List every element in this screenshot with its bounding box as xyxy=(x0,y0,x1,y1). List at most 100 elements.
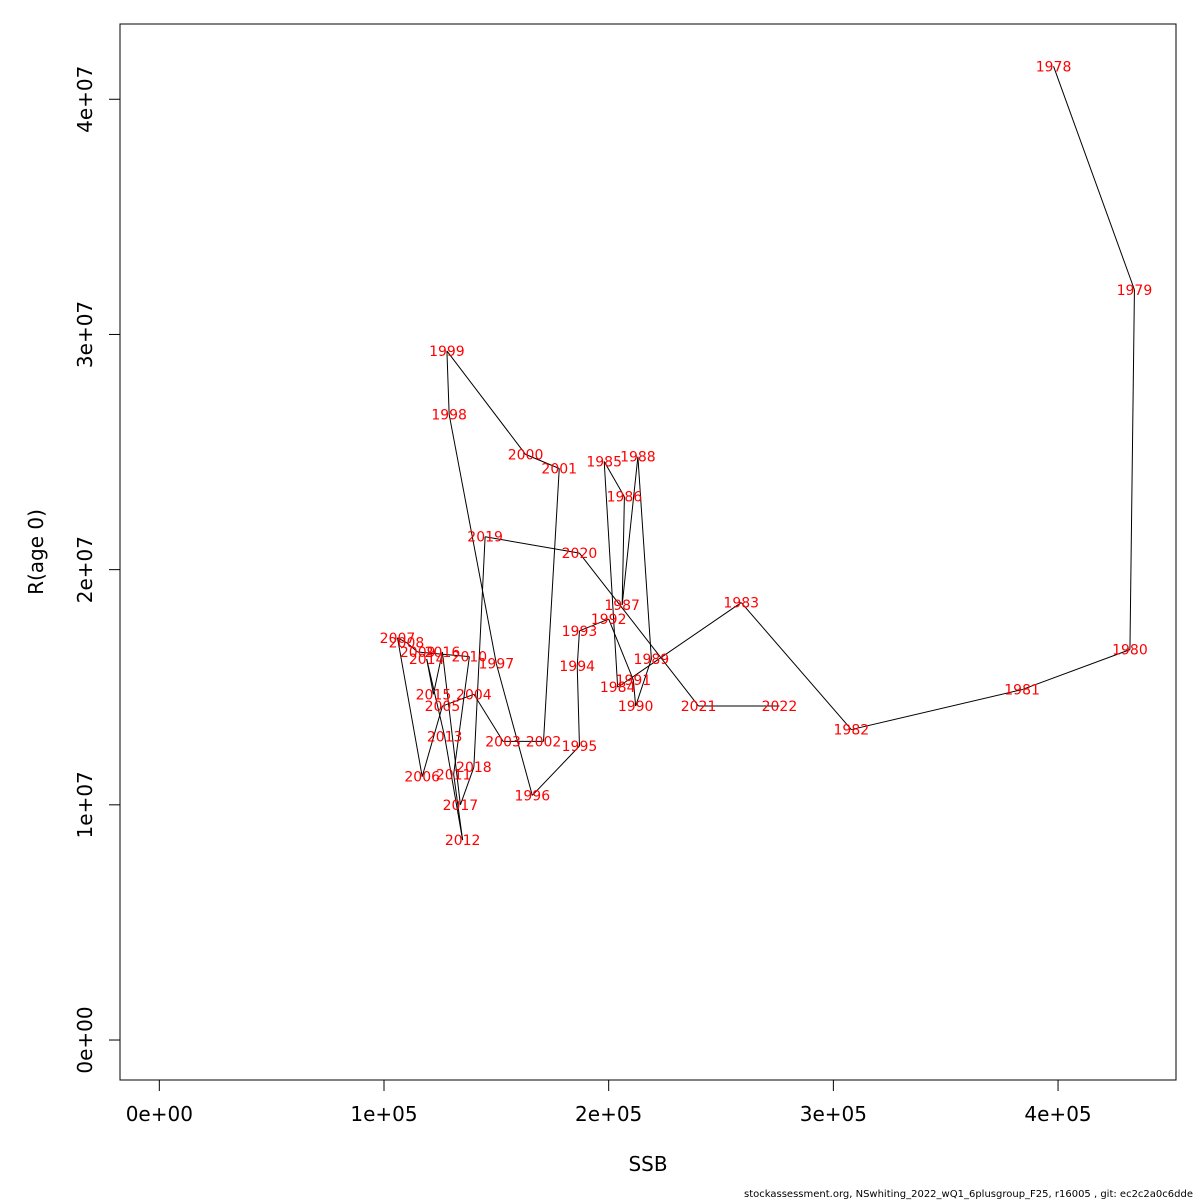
series-segment xyxy=(525,453,560,469)
y-tick-label: 1e+07 xyxy=(73,771,97,838)
series-segment xyxy=(740,602,852,730)
series-segment xyxy=(579,552,699,707)
series-segment xyxy=(531,745,580,796)
point-label-2013: 2013 xyxy=(427,730,463,746)
point-label-2001: 2001 xyxy=(541,462,577,478)
point-label-1996: 1996 xyxy=(514,788,550,804)
point-label-2018: 2018 xyxy=(456,760,492,776)
point-label-1994: 1994 xyxy=(559,659,595,675)
x-tick-label: 2e+05 xyxy=(575,1102,642,1126)
series-segment xyxy=(417,651,470,658)
point-label-2006: 2006 xyxy=(404,770,440,786)
year-labels: 1978 1979 1980 1981 1982 1983 1984 1985 1986 1987… xyxy=(380,59,1153,849)
point-label-2011: 2011 xyxy=(436,767,472,783)
point-label-1989: 1989 xyxy=(634,652,670,668)
point-label-1979: 1979 xyxy=(1117,283,1153,299)
point-label-2009: 2009 xyxy=(400,645,436,661)
series-segment xyxy=(1053,66,1135,290)
series-segment xyxy=(473,694,504,742)
series-segment xyxy=(453,656,470,775)
series-segment xyxy=(444,736,464,841)
series-segment xyxy=(426,658,434,695)
y-axis: 0e+00 1e+07 2e+07 3e+07 4e+07 xyxy=(73,66,121,1074)
series-segment xyxy=(459,767,475,805)
x-tick-label: 3e+05 xyxy=(800,1102,867,1126)
y-axis-label: R(age 0) xyxy=(24,509,48,595)
x-axis: 0e+00 1e+05 2e+05 3e+05 4e+05 xyxy=(126,1079,1092,1126)
point-label-1995: 1995 xyxy=(562,739,598,755)
series-segment xyxy=(406,642,419,653)
point-label-2016: 2016 xyxy=(425,645,461,661)
point-label-1983: 1983 xyxy=(723,596,759,612)
series-segment xyxy=(608,618,634,681)
y-tick-label: 2e+07 xyxy=(73,536,97,603)
series-segment xyxy=(621,496,625,605)
point-label-1981: 1981 xyxy=(1004,683,1040,699)
x-tick-label: 4e+05 xyxy=(1024,1102,1091,1126)
series-segment xyxy=(426,658,446,737)
point-label-1988: 1988 xyxy=(620,450,656,466)
series-segment xyxy=(441,651,461,805)
point-label-1985: 1985 xyxy=(586,454,622,470)
point-label-2014: 2014 xyxy=(409,652,445,668)
point-label-2012: 2012 xyxy=(445,833,481,849)
point-label-1993: 1993 xyxy=(562,624,598,640)
series-segment xyxy=(603,461,625,497)
point-label-1980: 1980 xyxy=(1112,643,1148,659)
series-segment xyxy=(621,456,639,605)
x-tick-label: 0e+00 xyxy=(126,1102,193,1126)
series-path xyxy=(396,66,1135,841)
point-label-2020: 2020 xyxy=(562,546,598,562)
series-segment xyxy=(432,651,443,695)
series-segment xyxy=(421,705,443,777)
series-segment xyxy=(495,663,533,796)
point-label-2007: 2007 xyxy=(380,631,416,647)
point-label-2010: 2010 xyxy=(452,650,488,666)
series-segment xyxy=(603,461,619,688)
series-segment xyxy=(579,618,609,632)
y-tick-label: 0e+00 xyxy=(73,1006,97,1073)
series-segment xyxy=(1021,649,1131,691)
footer-note: stockassessment.org, NSwhiting_2022_wQ1_… xyxy=(744,1189,1193,1200)
point-label-2021: 2021 xyxy=(681,699,717,715)
point-label-2019: 2019 xyxy=(467,530,503,546)
series-segment xyxy=(576,630,580,667)
point-label-1991: 1991 xyxy=(616,673,652,689)
point-label-2005: 2005 xyxy=(425,699,461,715)
series-segment xyxy=(543,468,560,742)
series-segment xyxy=(637,456,652,660)
series-segment xyxy=(396,637,423,777)
point-label-1992: 1992 xyxy=(591,612,627,628)
point-label-1982: 1982 xyxy=(834,723,870,739)
series-segment xyxy=(851,689,1023,731)
x-tick-label: 1e+05 xyxy=(350,1102,417,1126)
point-label-2015: 2015 xyxy=(416,687,452,703)
y-tick-label: 4e+07 xyxy=(73,66,97,133)
point-label-2017: 2017 xyxy=(443,798,479,814)
series-segment xyxy=(617,602,742,688)
series-segment xyxy=(1129,289,1135,650)
y-tick-label: 3e+07 xyxy=(73,301,97,368)
point-label-1999: 1999 xyxy=(429,344,465,360)
point-label-1978: 1978 xyxy=(1036,59,1072,75)
series-segment xyxy=(473,536,486,768)
series-segment xyxy=(397,637,407,643)
point-label-2004: 2004 xyxy=(456,687,492,703)
series-segment xyxy=(446,350,526,455)
point-label-1997: 1997 xyxy=(479,657,515,673)
point-label-1987: 1987 xyxy=(604,598,640,614)
point-label-2022: 2022 xyxy=(762,699,798,715)
x-axis-label: SSB xyxy=(628,1152,667,1176)
point-label-2008: 2008 xyxy=(389,636,425,652)
series-segment xyxy=(485,536,580,554)
point-label-1990: 1990 xyxy=(618,699,654,715)
point-label-2002: 2002 xyxy=(526,734,562,750)
point-label-2003: 2003 xyxy=(485,734,521,750)
point-label-1998: 1998 xyxy=(431,407,467,423)
series-segment xyxy=(446,350,450,415)
series-segment xyxy=(576,666,580,747)
series-segment xyxy=(635,658,652,707)
point-label-2000: 2000 xyxy=(508,447,544,463)
point-label-1986: 1986 xyxy=(607,490,643,506)
